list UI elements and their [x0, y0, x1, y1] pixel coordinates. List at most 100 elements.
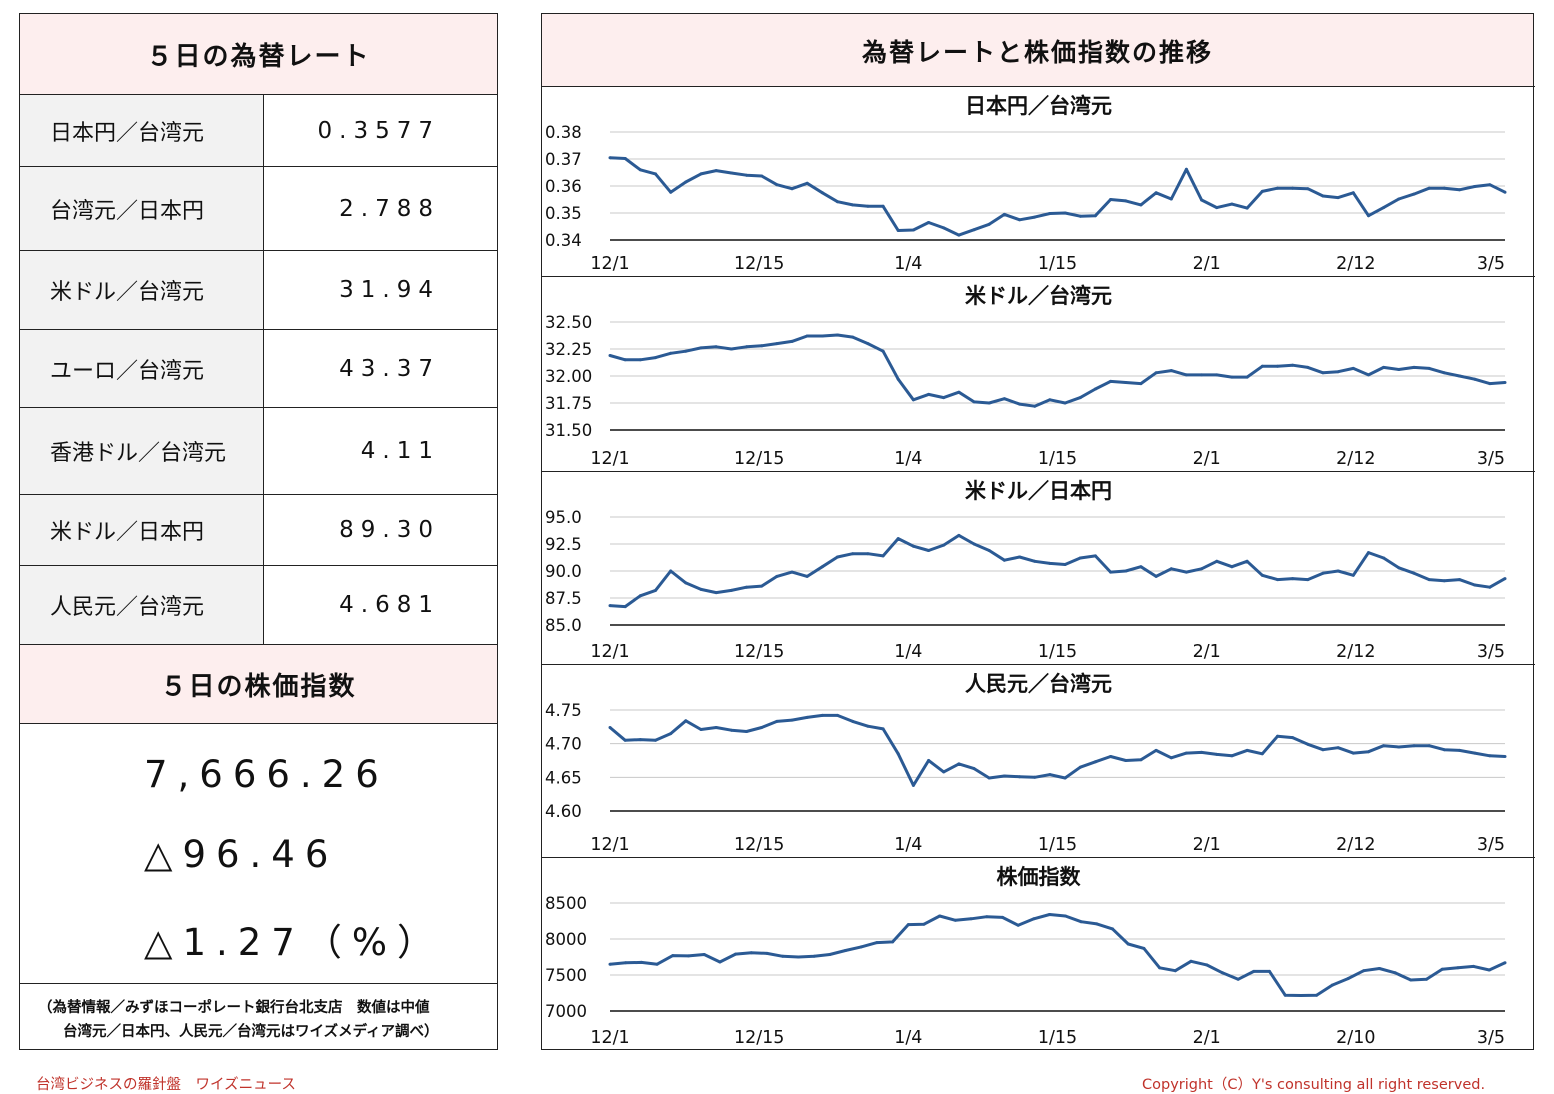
data-point — [1220, 971, 1224, 975]
data-point — [1109, 198, 1113, 201]
data-point — [1442, 186, 1446, 190]
chart-panel: 米ドル／台湾元 32.50 32.25 32.00 31.75 31.50 12/1 12/1… — [542, 276, 1535, 471]
data-point — [775, 574, 779, 578]
x-tick-label: 1/4 — [894, 835, 922, 855]
data-point — [1458, 188, 1461, 192]
data-point — [1200, 373, 1204, 377]
data-point — [684, 581, 688, 585]
data-point — [805, 715, 809, 719]
data-point — [1503, 577, 1507, 581]
data-point — [1002, 774, 1006, 778]
data-point — [1409, 978, 1413, 982]
data-point — [1093, 554, 1097, 558]
y-tick-label: 0.37 — [545, 150, 582, 169]
x-tick-label: 2/1 — [1193, 254, 1221, 274]
data-point — [669, 732, 673, 736]
x-tick-label: 1/15 — [1038, 835, 1077, 855]
data-point — [623, 605, 627, 609]
chart-title: 米ドル／日本円 — [965, 479, 1112, 503]
data-point — [1456, 966, 1460, 970]
stock-box: ５日の株価指数 7,666.26 △96.46 △1.27（%） （為替情報／み… — [19, 644, 498, 1050]
note-divider — [20, 983, 497, 984]
x-tick-label: 12/15 — [734, 254, 784, 274]
data-point — [1427, 578, 1431, 582]
stock-index-value: 7,666.26 — [144, 753, 389, 796]
data-point — [1184, 570, 1188, 574]
data-point — [1382, 365, 1386, 369]
data-point — [1245, 206, 1249, 210]
data-point — [1425, 977, 1428, 981]
data-point — [1377, 967, 1381, 970]
data-point — [927, 221, 931, 224]
data-point — [969, 917, 973, 921]
data-point — [745, 173, 748, 177]
data-point — [790, 339, 794, 343]
chart-panel: 米ドル／日本円 95.0 92.5 90.0 87.5 85.0 12/1 12/15 1/4 1… — [542, 471, 1535, 664]
data-point — [1018, 775, 1022, 779]
charts-area: 為替レートと株価指数の推移 日本円／台湾元 0.38 0.37 0.36 0.35 0.3… — [541, 13, 1535, 1050]
data-point — [1488, 585, 1492, 589]
x-tick-label: 1/15 — [1038, 254, 1077, 274]
data-point — [1124, 199, 1128, 203]
data-point — [745, 345, 748, 349]
data-point — [1033, 404, 1037, 408]
data-point — [911, 228, 915, 232]
data-point — [1184, 373, 1188, 377]
rate-row: 台湾元／日本円 2.788 — [20, 166, 498, 250]
data-point — [1032, 917, 1036, 921]
data-point — [1018, 402, 1022, 406]
data-point — [1184, 751, 1188, 755]
rate-name: 台湾元／日本円 — [20, 167, 264, 250]
data-point — [1063, 914, 1067, 918]
data-point — [1048, 913, 1052, 916]
data-point — [1427, 744, 1431, 748]
series-line — [609, 156, 1506, 237]
y-tick-label: 32.25 — [545, 340, 592, 359]
data-point — [1252, 969, 1256, 973]
data-point — [875, 941, 879, 945]
data-point — [957, 390, 961, 394]
data-point — [1440, 967, 1444, 971]
x-tick-label: 12/1 — [590, 1028, 629, 1048]
rate-value: 2.788 — [339, 195, 440, 222]
data-point — [1276, 186, 1279, 190]
data-point — [669, 190, 673, 194]
series-line — [609, 713, 1506, 787]
data-point — [1382, 206, 1386, 210]
x-tick-label: 3/5 — [1477, 835, 1505, 855]
data-point — [1169, 756, 1173, 760]
data-point — [1306, 578, 1310, 582]
y-tick-label: 4.75 — [545, 701, 582, 720]
chart-title: 株価指数 — [996, 865, 1081, 889]
data-point — [957, 762, 961, 766]
data-point — [927, 549, 931, 552]
data-point — [714, 591, 718, 595]
data-point — [1063, 563, 1067, 566]
x-tick-label: 1/4 — [894, 449, 922, 469]
data-point — [836, 555, 839, 559]
rate-row: 香港ドル／台湾元 4.11 — [20, 407, 498, 494]
data-point — [1276, 734, 1279, 738]
line-chart: 32.50 32.25 32.00 31.75 31.50 12/1 12/15 1/4 1/1… — [545, 313, 1507, 469]
data-point — [851, 335, 855, 339]
stock-change-pct: △1.27（%） — [144, 921, 444, 964]
data-point — [714, 169, 718, 173]
data-point — [836, 713, 839, 717]
rate-value: 31.94 — [339, 277, 440, 303]
data-point — [881, 349, 885, 353]
data-point — [1109, 570, 1113, 574]
x-tick-label: 2/10 — [1336, 1028, 1375, 1048]
data-point — [638, 594, 642, 598]
data-point — [820, 334, 824, 338]
data-point — [1215, 752, 1219, 756]
data-point — [1336, 196, 1340, 200]
data-point — [699, 172, 703, 176]
data-point — [1018, 555, 1022, 559]
x-tick-label: 2/12 — [1336, 642, 1375, 662]
data-point — [1367, 214, 1370, 218]
data-point — [745, 730, 748, 733]
data-point — [859, 945, 863, 949]
data-point — [1154, 748, 1158, 752]
rate-value: 43.37 — [339, 355, 440, 382]
